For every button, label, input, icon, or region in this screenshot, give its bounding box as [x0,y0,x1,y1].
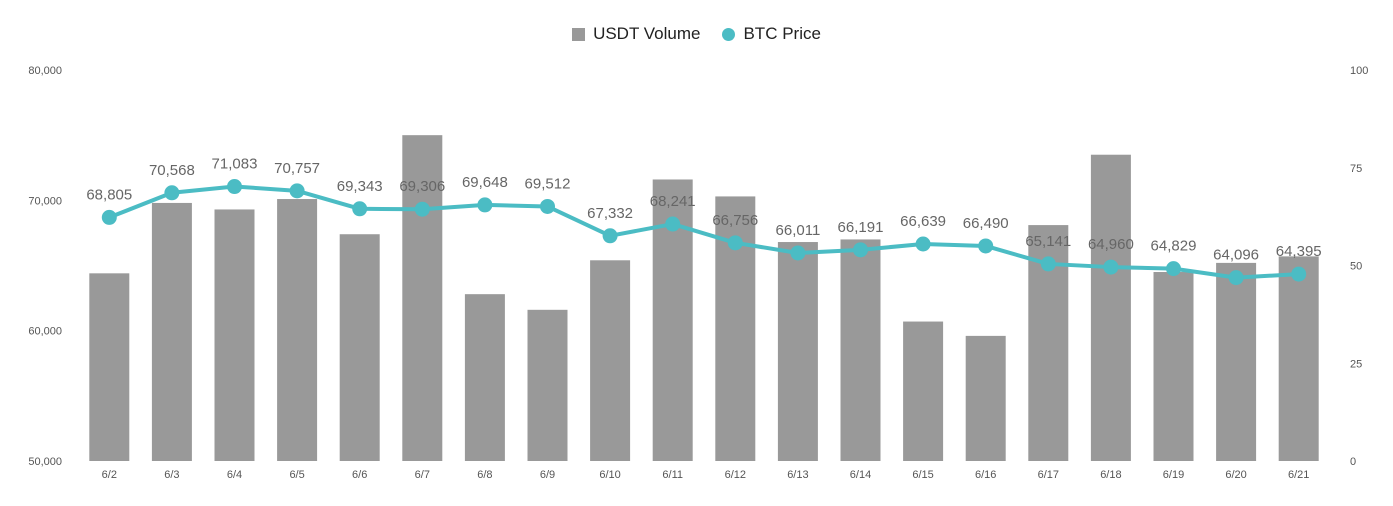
btc-price-data-label: 64,096 [1213,247,1259,264]
legend-item-btc-price[interactable]: BTC Price [722,24,821,44]
x-tick-label: 6/9 [540,469,555,481]
btc-price-point [540,198,555,214]
btc-price-data-label: 66,011 [776,222,821,239]
btc-price-point [289,183,305,199]
bar [527,309,568,461]
x-tick-label: 6/11 [662,469,683,481]
btc-price-line [108,184,1299,280]
y-left-tick-label: 80,000 [28,65,62,77]
y-right-tick-label: 50 [1350,261,1362,273]
btc-price-data-label: 64,395 [1276,243,1322,260]
bar [339,234,380,461]
bar [214,209,255,461]
bar [903,321,944,461]
btc-price-point [164,185,180,201]
bar [590,260,631,461]
bar [402,135,443,461]
btc-price-point [1228,270,1244,286]
y-right-tick-label: 75 [1350,163,1362,175]
x-tick-label: 6/15 [912,469,933,481]
x-tick-label: 6/4 [227,469,242,481]
bar [1278,256,1319,461]
y-left-tick-label: 70,000 [28,195,62,207]
y-right-tick-label: 25 [1350,358,1362,370]
btc-price-data-label: 69,306 [399,178,445,195]
y-right-tick-label: 100 [1350,65,1368,77]
x-tick-label: 6/3 [164,469,179,481]
bar [464,294,505,461]
y-left-tick-label: 50,000 [28,456,62,468]
x-tick-label: 6/20 [1225,469,1246,481]
btc-price-data-label: 66,191 [838,219,884,236]
bar [777,242,818,461]
btc-price-point [665,216,681,232]
btc-price-data-label: 69,343 [337,178,383,195]
x-tick-label: 6/12 [725,469,746,481]
btc-price-point [727,235,743,251]
bar [965,335,1006,461]
y-left-tick-label: 60,000 [28,326,62,338]
btc-price-point [477,197,493,213]
btc-price-data-label: 70,568 [149,162,195,179]
btc-price-data-label: 68,241 [650,193,696,210]
bar [277,199,318,461]
btc-price-data-label: 66,756 [712,212,758,229]
bar [151,202,192,461]
x-tick-label: 6/17 [1038,469,1059,481]
bar [1090,154,1131,461]
bar [1216,262,1257,461]
x-tick-label: 6/5 [289,469,304,481]
x-tick-label: 6/6 [352,469,367,481]
bar [89,273,130,461]
btc-price-point [853,242,868,258]
legend-item-usdt-volume[interactable]: USDT Volume [572,24,700,44]
x-tick-label: 6/8 [477,469,492,481]
x-tick-label: 6/18 [1100,469,1121,481]
bar [1153,272,1194,461]
legend-label-usdt-volume: USDT Volume [593,24,701,43]
legend-swatch-dot [722,27,736,41]
legend-label-btc-price: BTC Price [743,24,821,43]
bar [840,239,881,461]
btc-price-point [602,228,618,244]
x-tick-label: 6/19 [1163,469,1184,481]
btc-price-point [1166,261,1181,277]
btc-price-point [227,179,242,195]
btc-price-point [790,245,806,261]
btc-price-data-label: 70,757 [274,160,320,177]
btc-price-point [352,201,368,217]
x-tick-label: 6/7 [415,469,430,481]
x-tick-label: 6/16 [975,469,996,481]
btc-price-data-label: 68,805 [86,186,132,203]
x-tick-label: 6/10 [599,469,620,481]
btc-price-data-label: 66,639 [900,213,946,230]
btc-price-data-label: 64,829 [1151,238,1197,255]
btc-price-point [1103,259,1119,275]
btc-price-point [1291,266,1307,282]
btc-price-point [915,236,931,252]
btc-price-point [414,201,430,217]
btc-price-point [101,209,117,225]
x-tick-label: 6/2 [102,469,117,481]
btc-price-data-label: 66,490 [963,215,1009,232]
legend: USDT Volume BTC Price [0,24,1393,44]
btc-price-data-label: 69,512 [525,175,571,192]
x-tick-label: 6/21 [1288,469,1309,481]
y-right-tick-label: 0 [1350,456,1356,468]
x-tick-label: 6/13 [787,469,808,481]
btc-price-point [978,238,994,254]
btc-price-data-label: 67,332 [587,205,633,222]
btc-price-data-label: 71,083 [212,156,258,173]
x-tick-label: 6/14 [850,469,871,481]
btc-price-data-label: 64,960 [1088,236,1134,253]
btc-price-data-label: 65,141 [1025,233,1071,250]
btc-price-point [1040,256,1056,272]
btc-price-data-label: 69,648 [462,174,508,191]
legend-swatch-bar [572,27,586,41]
